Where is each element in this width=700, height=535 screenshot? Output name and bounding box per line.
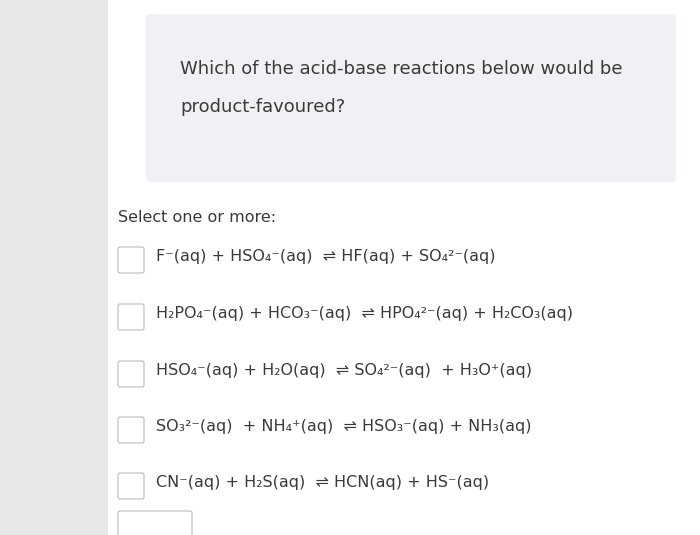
- Text: SO₃²⁻(aq)  + NH₄⁺(aq)  ⇌ HSO₃⁻(aq) + NH₃(aq): SO₃²⁻(aq) + NH₄⁺(aq) ⇌ HSO₃⁻(aq) + NH₃(a…: [156, 419, 531, 434]
- FancyBboxPatch shape: [118, 247, 144, 273]
- FancyBboxPatch shape: [118, 361, 144, 387]
- Text: F⁻(aq) + HSO₄⁻(aq)  ⇌ HF(aq) + SO₄²⁻(aq): F⁻(aq) + HSO₄⁻(aq) ⇌ HF(aq) + SO₄²⁻(aq): [156, 249, 496, 264]
- FancyBboxPatch shape: [146, 14, 676, 182]
- Text: Select one or more:: Select one or more:: [118, 210, 276, 225]
- FancyBboxPatch shape: [118, 511, 192, 535]
- Text: HSO₄⁻(aq) + H₂O(aq)  ⇌ SO₄²⁻(aq)  + H₃O⁺(aq): HSO₄⁻(aq) + H₂O(aq) ⇌ SO₄²⁻(aq) + H₃O⁺(a…: [156, 363, 532, 378]
- Text: CN⁻(aq) + H₂S(aq)  ⇌ HCN(aq) + HS⁻(aq): CN⁻(aq) + H₂S(aq) ⇌ HCN(aq) + HS⁻(aq): [156, 475, 489, 490]
- Text: H₂PO₄⁻(aq) + HCO₃⁻(aq)  ⇌ HPO₄²⁻(aq) + H₂CO₃(aq): H₂PO₄⁻(aq) + HCO₃⁻(aq) ⇌ HPO₄²⁻(aq) + H₂…: [156, 306, 573, 321]
- Text: Which of the acid-base reactions below would be: Which of the acid-base reactions below w…: [180, 60, 622, 78]
- Bar: [108, 0, 700, 535]
- FancyBboxPatch shape: [118, 417, 144, 443]
- FancyBboxPatch shape: [118, 473, 144, 499]
- Text: product-favoured?: product-favoured?: [180, 98, 345, 116]
- FancyBboxPatch shape: [118, 304, 144, 330]
